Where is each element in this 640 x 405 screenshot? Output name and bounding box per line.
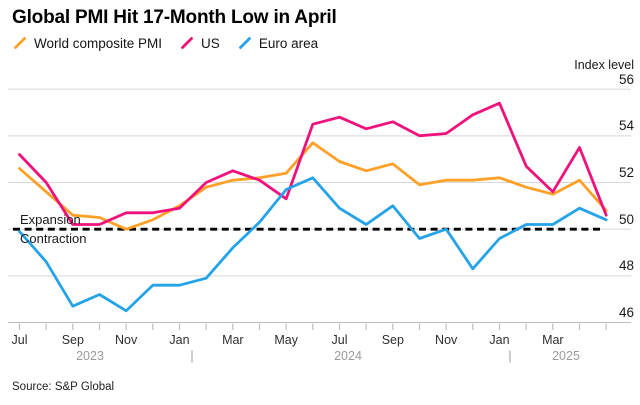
euro-line-marker-icon — [238, 37, 251, 49]
x-axis-month-label: Jul — [331, 333, 348, 347]
x-axis-year-label: 2023 — [76, 349, 104, 363]
y-axis-label: 52 — [618, 165, 634, 180]
y-axis-label: 50 — [618, 211, 634, 227]
x-axis-month-label: Nov — [435, 333, 458, 347]
expansion-label: Expansion — [20, 212, 81, 227]
legend-item-euro: Euro area — [238, 36, 318, 51]
x-axis-year-label: | — [190, 349, 194, 363]
x-axis-month-label: Sep — [61, 333, 84, 347]
x-axis-month-label: Jul — [11, 333, 28, 347]
y-axis-label: 54 — [618, 118, 634, 134]
legend-label-euro: Euro area — [258, 36, 319, 51]
x-axis-month-label: Jan — [489, 333, 510, 347]
series-line-euro — [18, 176, 608, 313]
legend-label-world: World composite PMI — [34, 36, 163, 51]
y-axis-title: Index level — [574, 58, 634, 72]
legend-item-world: World composite PMI — [13, 36, 162, 51]
legend: World composite PMI US Euro area — [13, 36, 318, 51]
contraction-label: Contraction — [20, 230, 87, 246]
x-axis-month-label: May — [274, 333, 298, 347]
y-axis-label: 48 — [618, 258, 634, 274]
x-axis-year-label: 2025 — [552, 349, 580, 363]
x-axis-month-label: Mar — [222, 333, 244, 347]
us-line-marker-icon — [181, 37, 193, 49]
series-line-us — [18, 101, 608, 226]
chart-title: Global PMI Hit 17-Month Low in April — [12, 7, 337, 28]
world-line-marker-icon — [14, 37, 26, 49]
x-axis-year-label: | — [508, 349, 512, 363]
x-axis-month-label: Sep — [381, 333, 404, 347]
legend-item-us: US — [180, 36, 220, 51]
x-axis-month-label: Nov — [115, 333, 138, 347]
source-credit: Source: S&P Global — [12, 381, 115, 393]
legend-label-us: US — [201, 36, 220, 51]
x-axis-month-label: Mar — [542, 333, 564, 347]
x-axis-year-label: 2024 — [334, 349, 362, 363]
x-axis-month-label: Jan — [169, 333, 190, 347]
y-axis-label: 46 — [618, 305, 634, 320]
y-axis-label: 56 — [618, 71, 634, 87]
series-line-world — [18, 141, 608, 231]
